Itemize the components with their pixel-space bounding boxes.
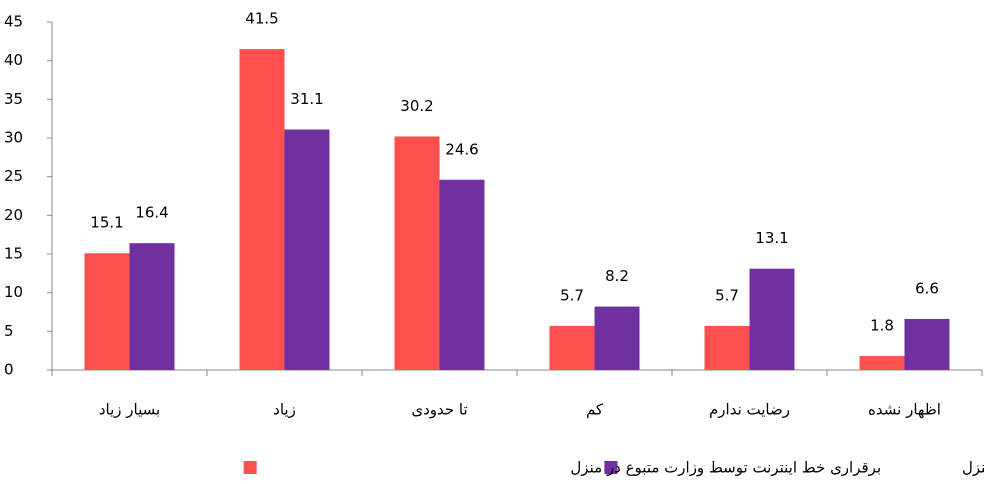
y-tick-label: 30 — [4, 129, 23, 147]
value-label: 13.1 — [755, 229, 788, 247]
bar — [749, 268, 795, 370]
value-label: 5.7 — [715, 286, 739, 304]
value-label: 30.2 — [400, 97, 433, 115]
x-tick-label: کم — [586, 401, 604, 419]
legend-label: برقراری خط اینترنت توسط وزارت متبوع در م… — [570, 459, 881, 477]
bar — [904, 318, 950, 370]
x-tick-label: رضایت ندارم — [709, 401, 790, 419]
value-label: 1.8 — [870, 317, 894, 335]
x-tick-label: بسیار زیاد — [99, 401, 160, 419]
bar — [129, 243, 175, 370]
y-tick-label: 20 — [4, 206, 23, 224]
value-label: 5.7 — [560, 286, 584, 304]
bar — [594, 306, 640, 370]
y-tick-label: 25 — [4, 167, 23, 185]
y-tick-label: 10 — [4, 283, 23, 301]
value-label: 24.6 — [445, 140, 478, 158]
value-label: 8.2 — [605, 267, 629, 285]
x-tick-label: تا حدودی — [411, 401, 467, 419]
y-tick-label: 45 — [4, 13, 23, 31]
legend-label: عدم برقراری خط اینترنت توسط وزارت متبوع … — [962, 459, 984, 477]
y-tick-label: 15 — [4, 245, 23, 263]
bar — [549, 325, 595, 370]
bar — [704, 325, 750, 370]
bar — [84, 253, 130, 370]
value-label: 31.1 — [290, 90, 323, 108]
bar — [394, 136, 440, 370]
legend-swatch — [243, 461, 257, 474]
value-label: 16.4 — [135, 204, 168, 222]
value-label: 15.1 — [90, 214, 123, 232]
y-tick-label: 5 — [4, 322, 14, 340]
bar — [859, 356, 905, 370]
bar — [284, 129, 330, 370]
value-label: 6.6 — [915, 279, 939, 297]
x-tick-label: زیاد — [273, 401, 296, 419]
bar — [439, 179, 485, 370]
y-tick-label: 0 — [4, 361, 14, 379]
legend-swatch — [604, 461, 618, 474]
y-tick-label: 35 — [4, 90, 23, 108]
x-tick-label: اظهار نشده — [868, 401, 941, 419]
y-tick-label: 40 — [4, 51, 23, 69]
value-label: 41.5 — [245, 10, 278, 28]
bar — [239, 49, 285, 371]
